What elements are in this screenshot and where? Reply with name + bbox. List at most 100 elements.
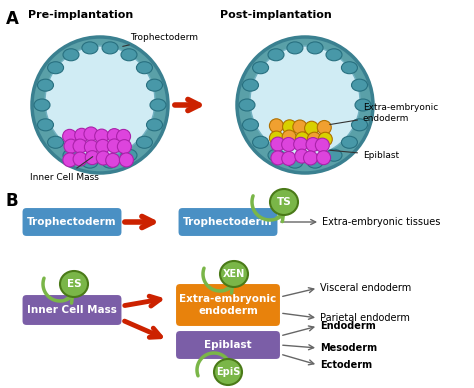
- Ellipse shape: [239, 99, 255, 111]
- FancyBboxPatch shape: [21, 294, 122, 326]
- Text: Trophectoderm: Trophectoderm: [27, 217, 117, 227]
- Circle shape: [64, 139, 78, 153]
- Ellipse shape: [146, 119, 163, 131]
- Ellipse shape: [326, 49, 342, 61]
- Ellipse shape: [82, 42, 98, 54]
- Ellipse shape: [102, 42, 118, 54]
- Circle shape: [75, 128, 89, 142]
- Circle shape: [73, 152, 87, 166]
- Ellipse shape: [352, 119, 367, 131]
- Ellipse shape: [250, 46, 360, 156]
- Circle shape: [63, 153, 77, 167]
- Circle shape: [305, 121, 319, 135]
- Ellipse shape: [45, 46, 155, 156]
- Ellipse shape: [237, 37, 373, 173]
- Text: Extra-embryonic
endoderm: Extra-embryonic endoderm: [179, 294, 277, 316]
- Circle shape: [294, 137, 308, 151]
- Text: Extra-embryonic
endoderm: Extra-embryonic endoderm: [330, 103, 438, 125]
- Text: B: B: [6, 192, 18, 210]
- Text: Mesoderm: Mesoderm: [320, 343, 377, 353]
- Ellipse shape: [146, 79, 163, 91]
- Text: TS: TS: [277, 197, 292, 207]
- Ellipse shape: [243, 119, 258, 131]
- Circle shape: [319, 132, 332, 146]
- Ellipse shape: [82, 156, 98, 168]
- Circle shape: [271, 151, 285, 165]
- Text: Trophectoderm: Trophectoderm: [183, 217, 273, 227]
- Text: Extra-embryonic tissues: Extra-embryonic tissues: [322, 217, 440, 227]
- Text: Epiblast: Epiblast: [330, 150, 399, 159]
- Ellipse shape: [102, 156, 118, 168]
- Circle shape: [282, 130, 296, 144]
- FancyBboxPatch shape: [177, 207, 279, 237]
- Text: Endoderm: Endoderm: [320, 321, 376, 331]
- Text: XEN: XEN: [223, 269, 245, 279]
- Ellipse shape: [37, 119, 54, 131]
- Circle shape: [269, 131, 283, 145]
- Text: Post-implantation: Post-implantation: [220, 10, 332, 20]
- Circle shape: [84, 140, 99, 154]
- Text: Inner Cell Mass: Inner Cell Mass: [27, 305, 117, 315]
- FancyBboxPatch shape: [21, 207, 122, 237]
- Circle shape: [107, 139, 121, 153]
- Circle shape: [317, 151, 331, 165]
- Circle shape: [306, 138, 320, 152]
- FancyBboxPatch shape: [175, 330, 281, 360]
- Circle shape: [96, 139, 110, 153]
- Ellipse shape: [355, 99, 371, 111]
- Circle shape: [84, 127, 98, 141]
- Ellipse shape: [341, 62, 357, 74]
- Circle shape: [106, 153, 120, 167]
- Ellipse shape: [307, 42, 323, 54]
- Circle shape: [307, 132, 321, 146]
- Ellipse shape: [137, 62, 153, 74]
- Ellipse shape: [341, 136, 357, 148]
- Ellipse shape: [63, 149, 79, 161]
- Circle shape: [63, 129, 77, 143]
- Ellipse shape: [287, 156, 303, 168]
- Circle shape: [119, 153, 133, 167]
- Circle shape: [96, 151, 110, 165]
- Text: A: A: [6, 10, 19, 28]
- Circle shape: [117, 130, 130, 144]
- Ellipse shape: [32, 37, 168, 173]
- Circle shape: [295, 149, 309, 163]
- Ellipse shape: [270, 189, 298, 215]
- Ellipse shape: [253, 62, 269, 74]
- Circle shape: [293, 120, 307, 134]
- Ellipse shape: [214, 359, 242, 385]
- Circle shape: [315, 138, 329, 152]
- Circle shape: [282, 151, 296, 165]
- Text: Epiblast: Epiblast: [204, 340, 252, 350]
- Text: Inner Cell Mass: Inner Cell Mass: [30, 157, 99, 182]
- Ellipse shape: [137, 136, 153, 148]
- Text: Visceral endoderm: Visceral endoderm: [320, 283, 411, 293]
- Circle shape: [271, 137, 285, 151]
- Text: EpiS: EpiS: [216, 367, 240, 377]
- Ellipse shape: [37, 79, 54, 91]
- Ellipse shape: [47, 62, 64, 74]
- Circle shape: [283, 120, 297, 134]
- Circle shape: [269, 119, 283, 133]
- Ellipse shape: [287, 42, 303, 54]
- Circle shape: [73, 139, 87, 153]
- Ellipse shape: [121, 149, 137, 161]
- Ellipse shape: [63, 49, 79, 61]
- Ellipse shape: [253, 136, 269, 148]
- Ellipse shape: [121, 49, 137, 61]
- Circle shape: [95, 129, 109, 143]
- Text: Parietal endoderm: Parietal endoderm: [320, 313, 410, 323]
- Text: Trophectoderm: Trophectoderm: [123, 33, 198, 47]
- Ellipse shape: [47, 136, 64, 148]
- Ellipse shape: [268, 149, 284, 161]
- Ellipse shape: [243, 79, 258, 91]
- Circle shape: [317, 121, 331, 135]
- Text: ES: ES: [67, 279, 82, 289]
- Ellipse shape: [34, 99, 50, 111]
- Ellipse shape: [326, 149, 342, 161]
- Ellipse shape: [60, 271, 88, 297]
- Circle shape: [303, 151, 318, 165]
- Text: Ectoderm: Ectoderm: [320, 360, 372, 370]
- Ellipse shape: [220, 261, 248, 287]
- Circle shape: [107, 129, 121, 143]
